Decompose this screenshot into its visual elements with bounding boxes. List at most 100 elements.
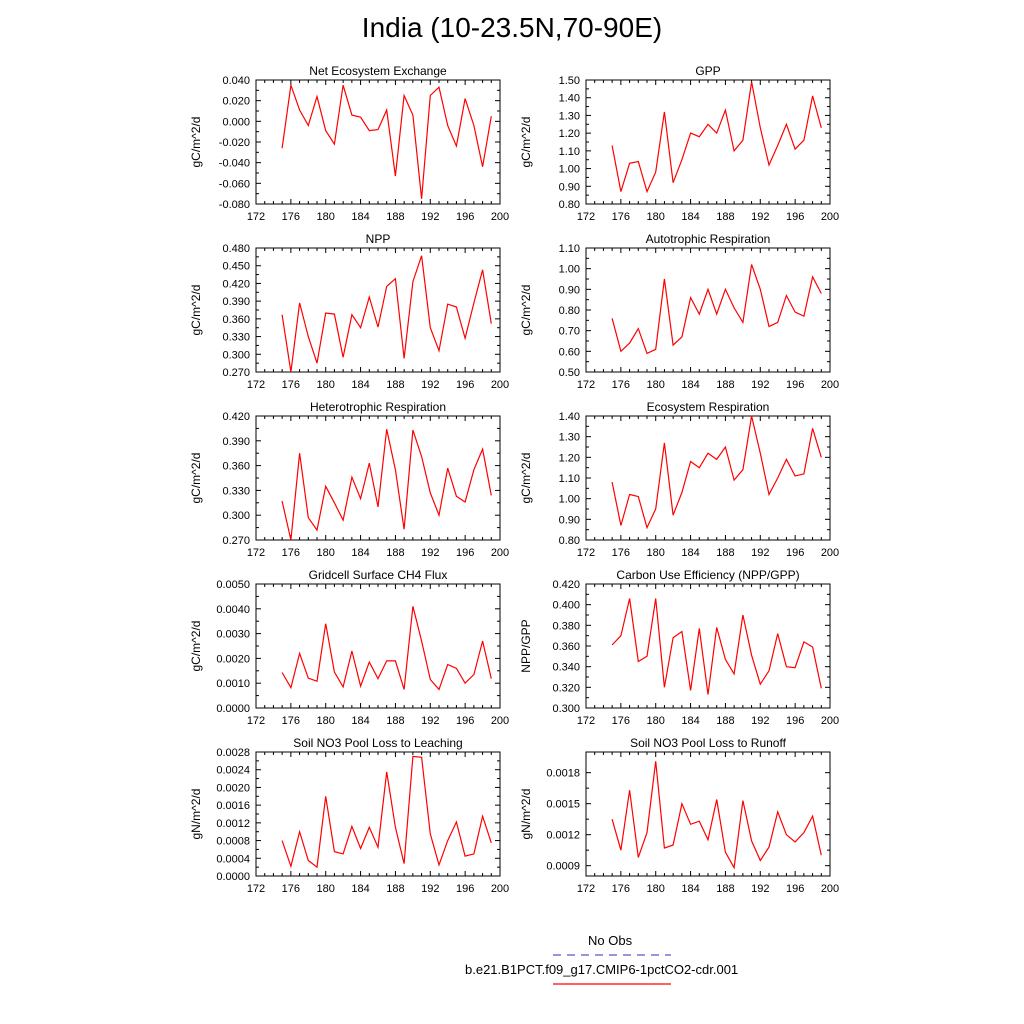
chart-panel-2: GPP 172 176 180 184 188 192 196 200 0.80 0.90 1.00 1… [519,64,839,223]
y-tick-label: -0.080 [219,199,250,211]
x-tick-label: 184 [681,715,699,727]
x-tick-label: 196 [456,883,474,895]
y-tick-label: 0.320 [552,682,580,694]
page-title: India (10-23.5N,70-90E) [361,12,663,43]
y-tick-label: 0.020 [222,96,250,108]
y-tick-label: 0.380 [552,620,580,632]
x-tick-label: 188 [386,547,404,559]
y-tick-label: 0.60 [559,346,580,358]
chart-title: NPP [366,232,391,246]
y-tick-label: 0.300 [222,349,250,361]
x-tick-label: 196 [786,883,804,895]
plot-frame [585,583,831,709]
y-tick-label: 0.0012 [216,818,250,830]
y-tick-label: 0.400 [552,600,580,612]
y-tick-label: 0.360 [222,314,250,326]
chart-title: Ecosystem Respiration [647,400,770,414]
chart-panel-1: Net Ecosystem Exchange 172 176 180 184 188 192… [189,64,509,223]
x-tick-label: 188 [716,715,734,727]
x-tick-label: 200 [821,211,839,223]
x-tick-label: 188 [386,379,404,391]
x-tick-label: 180 [317,547,335,559]
y-tick-label: 0.0020 [216,782,250,794]
y-tick-label: 0.0010 [216,678,250,690]
chart-panel-8: Carbon Use Efficiency (NPP/GPP) 172 176 180… [519,568,839,727]
y-axis-label: gC/m^2/d [189,285,203,336]
x-tick-label: 172 [577,211,595,223]
series-line [611,761,822,870]
y-tick-label: 0.0030 [216,629,250,641]
y-tick-label: 1.30 [559,432,580,444]
x-tick-label: 192 [421,379,439,391]
x-tick-label: 180 [317,379,335,391]
y-tick-label: 1.20 [559,128,580,140]
x-tick-label: 188 [386,883,404,895]
y-tick-label: 0.420 [222,278,250,290]
y-tick-label: 0.0020 [216,653,250,665]
x-tick-label: 200 [821,715,839,727]
y-tick-label: 0.70 [559,326,580,338]
chart-panel-6: Ecosystem Respiration 172 176 180 184 188 192 1… [519,400,839,559]
x-tick-label: 196 [456,379,474,391]
x-tick-label: 192 [751,883,769,895]
series-line [281,606,492,691]
plot-frame [585,751,831,877]
y-axis-label: NPP/GPP [519,619,533,672]
x-tick-label: 200 [491,211,509,223]
x-tick-label: 184 [351,715,369,727]
x-tick-label: 172 [577,379,595,391]
plot-frame [255,79,501,205]
y-tick-label: 0.0040 [216,604,250,616]
y-tick-label: 1.40 [559,93,580,105]
x-tick-label: 180 [317,883,335,895]
y-tick-label: 1.10 [559,473,580,485]
y-tick-label: 0.040 [222,75,250,87]
x-tick-label: 176 [282,211,300,223]
y-axis-label: gC/m^2/d [519,117,533,168]
y-tick-label: 0.0000 [216,703,250,715]
x-tick-label: 192 [421,883,439,895]
y-tick-label: 1.10 [559,243,580,255]
x-tick-label: 196 [786,715,804,727]
x-tick-label: 200 [491,547,509,559]
chart-panel-7: Gridcell Surface CH4 Flux 172 176 180 184 188… [189,568,509,727]
plot-frame [255,247,501,373]
x-tick-label: 172 [247,379,265,391]
chart-title: Heterotrophic Respiration [310,400,446,414]
y-tick-label: 0.330 [222,332,250,344]
x-tick-label: 188 [386,715,404,727]
y-tick-label: 1.10 [559,146,580,158]
y-tick-label: -0.060 [219,178,250,190]
y-tick-label: 0.0028 [216,747,250,759]
x-tick-label: 196 [786,379,804,391]
y-tick-label: 0.0024 [216,765,250,777]
y-axis-label: gN/m^2/d [519,789,533,840]
x-tick-label: 196 [786,547,804,559]
x-tick-label: 196 [456,211,474,223]
series-line [281,429,492,541]
x-tick-label: 172 [577,547,595,559]
x-tick-label: 184 [351,547,369,559]
x-tick-label: 176 [612,547,630,559]
chart-title: GPP [695,64,720,78]
y-tick-label: 0.360 [552,641,580,653]
y-tick-label: 1.50 [559,75,580,87]
y-tick-label: -0.040 [219,158,250,170]
series-line [281,85,492,199]
y-tick-label: 1.00 [559,494,580,506]
x-tick-label: 172 [247,883,265,895]
series-line [611,264,822,355]
y-axis-label: gC/m^2/d [519,453,533,504]
y-tick-label: 0.420 [222,411,250,423]
y-axis-label: gN/m^2/d [189,789,203,840]
y-tick-label: 0.270 [222,367,250,379]
x-tick-label: 196 [786,211,804,223]
x-tick-label: 184 [681,379,699,391]
x-tick-label: 192 [751,715,769,727]
y-tick-label: 0.0009 [546,861,580,873]
y-tick-label: 0.0000 [216,871,250,883]
y-tick-label: 0.0004 [216,853,250,865]
x-tick-label: 192 [421,211,439,223]
x-tick-label: 184 [351,883,369,895]
